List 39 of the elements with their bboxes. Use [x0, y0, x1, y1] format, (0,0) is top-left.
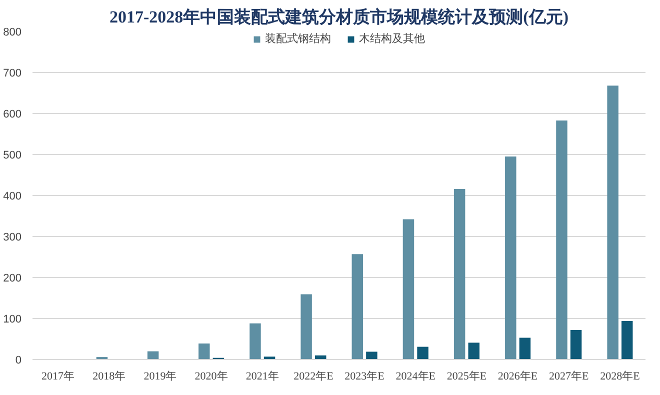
bar: [505, 156, 516, 360]
bar: [352, 254, 364, 360]
chart-title: 2017-2028年中国装配式建筑分材质市场规模统计及预测(亿元): [110, 8, 568, 26]
bar: [198, 344, 210, 360]
x-tick-label: 2017年: [42, 370, 75, 382]
y-tick-label: 400: [3, 190, 22, 202]
x-tick-label: 2022年E: [294, 370, 334, 382]
bar: [250, 323, 261, 360]
bar: [366, 352, 378, 360]
x-tick-label: 2021年: [246, 370, 279, 382]
bar: [468, 342, 480, 360]
y-tick-label: 300: [3, 232, 22, 244]
bar: [454, 188, 466, 360]
x-tick-label: 2018年: [92, 370, 126, 382]
x-tick-label: 2020年: [194, 370, 228, 382]
y-tick-label: 0: [15, 354, 22, 366]
y-tick-label: 600: [3, 108, 22, 120]
y-tick-label: 200: [3, 272, 22, 284]
x-tick-label: 2028年E: [600, 370, 640, 382]
x-tick-label: 2023年E: [344, 370, 385, 382]
bar: [402, 219, 414, 360]
x-tick-label: 2026年E: [498, 370, 538, 382]
bar: [556, 120, 568, 360]
legend-label: 装配式钢结构: [265, 32, 331, 46]
bar: [417, 346, 428, 360]
legend-label: 木结构及其他: [359, 32, 425, 46]
x-tick-label: 2027年E: [549, 370, 590, 382]
x-tick-label: 2025年E: [446, 370, 487, 382]
bar: [519, 338, 531, 360]
y-tick-label: 100: [3, 314, 22, 326]
y-tick-label: 800: [3, 26, 22, 38]
bar: [300, 294, 312, 360]
x-tick-label: 2019年: [144, 370, 177, 382]
y-tick-label: 500: [3, 150, 22, 162]
y-tick-label: 700: [3, 68, 22, 80]
bar: [607, 86, 618, 360]
bar: [570, 330, 582, 360]
x-tick-label: 2024年E: [396, 370, 436, 382]
bar: [621, 320, 633, 360]
